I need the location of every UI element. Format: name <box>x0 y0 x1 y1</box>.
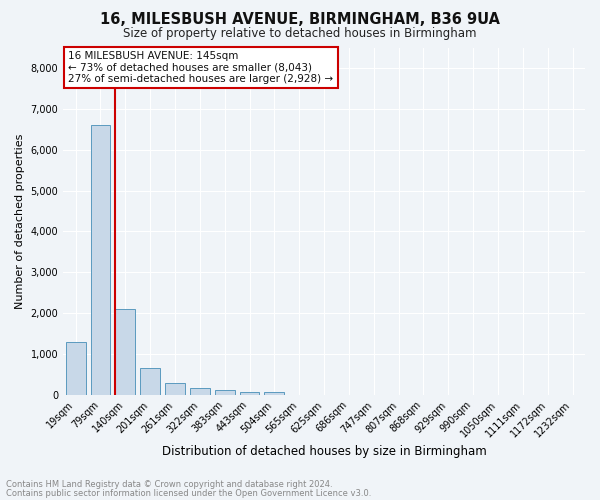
Bar <box>115 309 135 395</box>
Y-axis label: Number of detached properties: Number of detached properties <box>15 134 25 309</box>
Bar <box>215 390 235 395</box>
X-axis label: Distribution of detached houses by size in Birmingham: Distribution of detached houses by size … <box>162 444 487 458</box>
Bar <box>91 125 110 395</box>
Bar <box>265 392 284 395</box>
Text: Contains HM Land Registry data © Crown copyright and database right 2024.: Contains HM Land Registry data © Crown c… <box>6 480 332 489</box>
Text: Contains public sector information licensed under the Open Government Licence v3: Contains public sector information licen… <box>6 488 371 498</box>
Bar <box>65 342 86 395</box>
Bar <box>140 368 160 395</box>
Text: Size of property relative to detached houses in Birmingham: Size of property relative to detached ho… <box>123 28 477 40</box>
Bar <box>190 388 210 395</box>
Text: 16 MILESBUSH AVENUE: 145sqm
← 73% of detached houses are smaller (8,043)
27% of : 16 MILESBUSH AVENUE: 145sqm ← 73% of det… <box>68 51 334 84</box>
Bar <box>165 382 185 395</box>
Text: 16, MILESBUSH AVENUE, BIRMINGHAM, B36 9UA: 16, MILESBUSH AVENUE, BIRMINGHAM, B36 9U… <box>100 12 500 28</box>
Bar <box>239 392 259 395</box>
